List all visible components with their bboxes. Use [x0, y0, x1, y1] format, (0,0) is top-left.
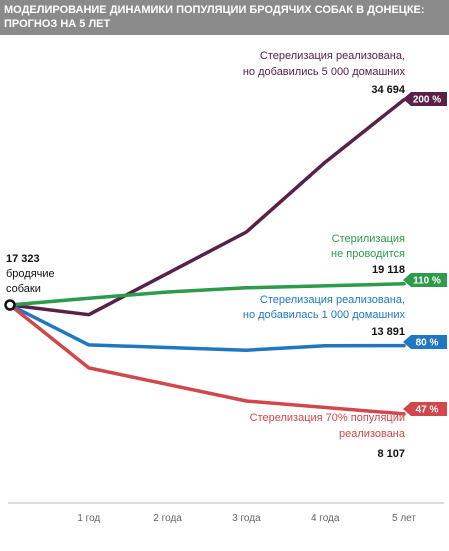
chart-title: МОДЕЛИРОВАНИЕ ДИНАМИКИ ПОПУЛЯЦИИ БРОДЯЧИ…: [0, 0, 449, 35]
series-label: но добавились 5 000 домашних: [243, 66, 406, 78]
series-label: Стерелизация 70% популяции: [250, 412, 405, 424]
series-label: Стерилизация: [332, 233, 405, 245]
percent-badge: [403, 92, 447, 106]
x-tick-label: 2 года: [153, 513, 182, 524]
final-value-label: 34 694: [371, 84, 406, 96]
x-tick-label: 4 года: [311, 513, 340, 524]
final-value-label: 19 118: [372, 264, 405, 276]
percent-badge: [403, 402, 447, 416]
x-axis: 1 год 2 года 3 года 4 года 5 лет: [8, 502, 444, 524]
series-label: но добавилась 1 000 домашних: [243, 309, 406, 321]
x-tick-label: 3 года: [232, 513, 261, 524]
title-line-2: ПРОГНОЗ НА 5 ЛЕТ: [4, 18, 111, 30]
percent-badge-label: 80 %: [416, 338, 439, 349]
series-label: Стерелизация реализована,: [260, 50, 405, 62]
start-point-group: 17 323 бродячие собаки: [4, 253, 55, 311]
final-value-label: 8 107: [377, 448, 405, 460]
percent-badge-label: 200 %: [413, 95, 441, 106]
series-label: не проводится: [331, 248, 405, 260]
title-line-1: МОДЕЛИРОВАНИЕ ДИНАМИКИ ПОПУЛЯЦИИ БРОДЯЧИ…: [4, 4, 425, 16]
x-tick-label: 1 год: [77, 513, 100, 524]
percent-badge-label: 47 %: [416, 405, 439, 416]
start-label-line: бродячие: [6, 268, 55, 280]
series-label: реализована: [339, 428, 406, 440]
series-lines: [8, 97, 406, 416]
start-label-line: собаки: [6, 283, 41, 295]
series-labels: Стерелизация реализована, но добавились 5…: [243, 50, 447, 460]
series-label: Стерелизация реализована,: [260, 294, 405, 306]
series-line: [8, 97, 406, 317]
percent-badge: [403, 273, 447, 287]
start-point-marker: [4, 299, 16, 311]
percent-badge: [403, 335, 447, 349]
final-value-label: 13 891: [371, 326, 405, 338]
series-line: [8, 303, 406, 416]
start-label-line: 17 323: [6, 253, 40, 265]
x-tick-label: 5 лет: [392, 513, 416, 524]
series-line: [8, 282, 406, 307]
percent-badge-label: 110 %: [413, 276, 441, 287]
series-line: [8, 303, 406, 352]
